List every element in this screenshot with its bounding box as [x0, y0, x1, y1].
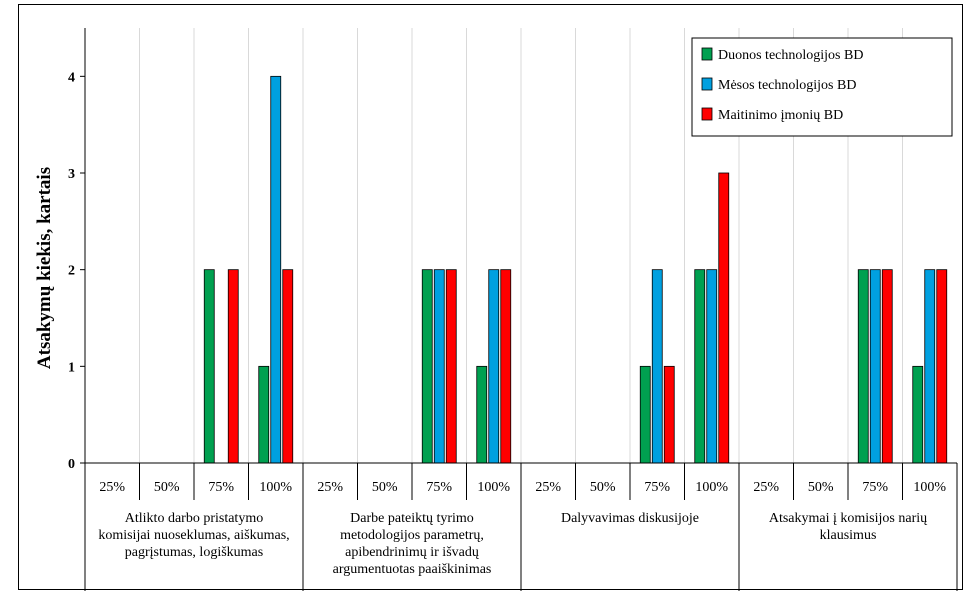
bar — [421, 269, 433, 464]
x-tick-label: 75% — [208, 480, 234, 495]
y-tick-label: 1 — [68, 360, 75, 375]
axes — [80, 28, 958, 591]
bar — [694, 269, 706, 464]
bar — [881, 269, 893, 464]
legend-box — [691, 37, 953, 137]
bar — [227, 269, 239, 464]
x-group-label: klausimus — [820, 528, 877, 543]
y-tick-label: 2 — [68, 264, 75, 279]
x-tick-label: 100% — [695, 480, 728, 495]
bar — [924, 269, 936, 464]
legend-label: Maitinimo įmonių BD — [718, 108, 843, 123]
bar — [433, 269, 445, 464]
bar — [663, 365, 675, 464]
x-group-label: argumentuotas paaiškinimas — [333, 562, 492, 577]
bar — [476, 365, 488, 464]
x-group-label: pagrįstumas, logiškumas — [125, 545, 263, 560]
legend-swatch — [701, 77, 713, 91]
x-tick-label: 50% — [808, 480, 834, 495]
bar — [282, 269, 294, 464]
x-tick-label: 50% — [154, 480, 180, 495]
x-tick-label: 75% — [862, 480, 888, 495]
x-group-label: Atsakymai į komisijos narių — [769, 511, 927, 526]
x-tick-label: 25% — [317, 480, 343, 495]
bar — [706, 269, 718, 464]
bars — [203, 75, 948, 464]
bar — [445, 269, 457, 464]
bar — [869, 269, 881, 464]
y-tick-label: 0 — [68, 457, 75, 472]
x-tick-label: 75% — [644, 480, 670, 495]
x-group-label: Dalyvavimas diskusijoje — [561, 511, 699, 526]
bar — [500, 269, 512, 464]
x-group-label: apibendrinimų ir išvadų — [345, 545, 479, 560]
bar — [488, 269, 500, 464]
bar — [203, 269, 215, 464]
x-tick-label: 25% — [753, 480, 779, 495]
x-tick-label: 25% — [535, 480, 561, 495]
x-tick-label: 100% — [259, 480, 292, 495]
x-tick-label: 25% — [99, 480, 125, 495]
y-axis-title: Atsakymų kiekis, kartais — [34, 167, 55, 369]
axis-labels: 0 1 2 3 4 25% 50% 75% 100% 25% 50% 75% 100% 25% 50% 75%… — [68, 70, 946, 577]
legend-swatch — [701, 47, 713, 61]
x-tick-label: 100% — [913, 480, 946, 495]
x-tick-label: 50% — [590, 480, 616, 495]
bar — [936, 269, 948, 464]
bar — [857, 269, 869, 464]
x-tick-label: 50% — [372, 480, 398, 495]
bar — [651, 269, 663, 464]
legend-label: Mėsos technologijos BD — [718, 78, 856, 93]
x-group-label: komisijai nuoseklumas, aiškumas, — [98, 528, 289, 543]
y-tick-label: 4 — [68, 70, 75, 85]
x-group-label: metodologijos parametrų, — [340, 528, 484, 543]
x-tick-label: 100% — [477, 480, 510, 495]
legend-label: Duonos technologijos BD — [718, 48, 863, 63]
x-group-label: Darbe pateiktų tyrimo — [350, 511, 474, 526]
bar — [639, 365, 651, 464]
bar — [912, 365, 924, 464]
legend-swatch — [701, 107, 713, 121]
legend: Duonos technologijos BD Mėsos technologij… — [691, 37, 953, 137]
bar — [270, 75, 282, 464]
x-group-label: Atlikto darbo pristatymo — [125, 511, 263, 526]
bar — [718, 172, 730, 464]
bar — [258, 365, 270, 464]
x-tick-label: 75% — [426, 480, 452, 495]
y-tick-label: 3 — [68, 167, 75, 182]
